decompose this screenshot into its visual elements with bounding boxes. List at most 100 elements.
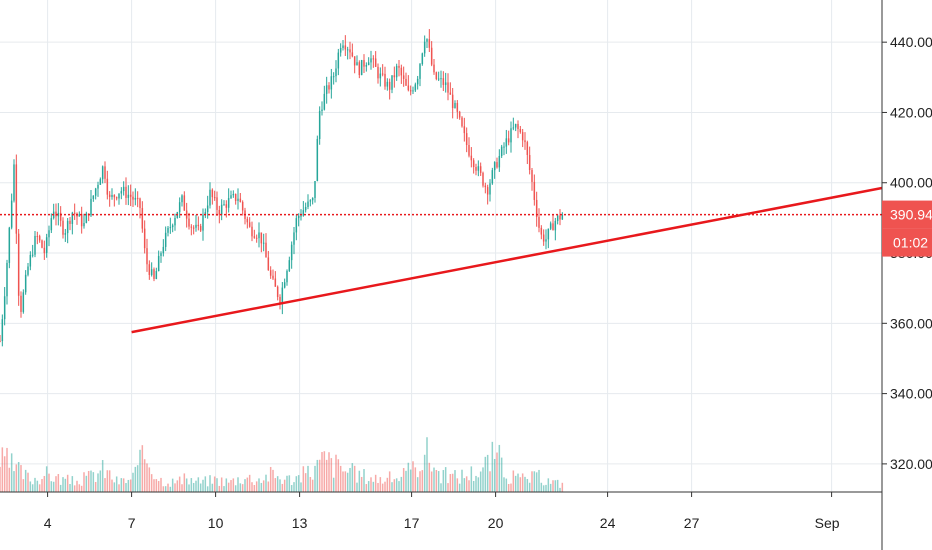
candle-body: [232, 193, 235, 196]
volume-bar: [178, 476, 181, 492]
volume-bar: [267, 481, 270, 492]
volume-bar: [444, 467, 447, 492]
candle-body: [458, 111, 461, 118]
candle-body: [332, 76, 335, 78]
candle-body: [125, 186, 127, 198]
candle-body: [283, 282, 286, 288]
volume-bar: [552, 480, 554, 492]
time-axis[interactable]: 4 7 10 13 17 20 24 27 Sep: [44, 492, 840, 531]
candle-body: [475, 167, 477, 171]
volume-bar: [524, 476, 526, 492]
candle-body: [183, 195, 186, 211]
volume-bar: [300, 482, 302, 492]
volume-bar: [556, 479, 559, 492]
candle-body: [115, 197, 118, 199]
volume-bar: [402, 468, 405, 492]
trendline[interactable]: [131, 186, 883, 334]
volume-bar: [419, 471, 421, 492]
candle-body: [38, 236, 41, 241]
candle-body: [447, 82, 449, 93]
volume-bar: [433, 467, 435, 492]
candle-body: [97, 184, 99, 189]
candle-body: [360, 60, 363, 76]
candle-body: [507, 138, 510, 143]
volume-bar: [533, 471, 536, 492]
candle-body: [211, 189, 214, 198]
candle-body: [484, 185, 487, 188]
candle-body: [344, 45, 347, 50]
volume-bar: [71, 476, 74, 492]
candle-body: [281, 287, 284, 305]
candle-body: [430, 47, 433, 65]
candle-body: [239, 198, 242, 202]
candle-body: [197, 224, 200, 227]
candle-body: [162, 246, 165, 254]
volume-bar: [386, 477, 389, 492]
candle-body: [113, 195, 116, 198]
volume-bar: [48, 473, 50, 492]
volume-bar: [227, 482, 230, 492]
volume-bar: [465, 476, 468, 492]
volume-bar: [510, 483, 512, 492]
volume-bar: [139, 449, 141, 492]
volume-bar: [519, 477, 522, 492]
volume-bar: [482, 467, 484, 492]
volume-bar: [388, 471, 391, 492]
candle-body: [316, 138, 319, 182]
candle-body: [337, 52, 340, 69]
candle-body: [157, 255, 160, 272]
candle-body: [136, 197, 139, 199]
volume-bar: [111, 479, 113, 492]
volume-bar: [13, 471, 15, 492]
candle-body: [461, 117, 463, 127]
volume-bar: [64, 478, 67, 492]
candle-body: [358, 62, 361, 76]
volume-bar: [169, 486, 172, 492]
candle-body: [500, 146, 503, 156]
volume-bar: [272, 469, 274, 492]
price-axis[interactable]: 320.00340.00360.00380.00400.00420.00440.…: [882, 34, 932, 472]
volume-bar: [470, 466, 473, 492]
candle-body: [335, 68, 337, 77]
volume-bar: [50, 481, 53, 492]
candle-body: [120, 191, 123, 194]
volume-bar: [374, 474, 377, 492]
candle-body: [428, 39, 431, 48]
candle-body: [153, 269, 155, 279]
candle-body: [48, 230, 50, 238]
candle-body: [127, 194, 130, 198]
candle-body: [554, 221, 557, 231]
volume-bar: [335, 454, 337, 492]
candle-body: [496, 162, 498, 168]
volume-bar: [344, 471, 347, 492]
volume-bar: [547, 478, 550, 492]
volume-bar: [549, 483, 552, 492]
volume-bar: [90, 470, 92, 492]
candle-body: [143, 228, 146, 249]
volume-bar: [162, 486, 165, 492]
candle-body: [561, 215, 564, 220]
candle-body: [132, 196, 134, 200]
candle-body: [206, 205, 209, 213]
candle-body: [169, 227, 172, 229]
candle-body: [353, 56, 356, 66]
candle-body: [526, 142, 529, 156]
volume-bar: [542, 485, 545, 492]
candle-body: [108, 194, 111, 197]
candle-body: [456, 102, 459, 112]
volume-bar: [127, 479, 130, 492]
candle-body: [255, 237, 258, 239]
volume-bar: [223, 486, 225, 492]
candle-body: [328, 85, 330, 90]
candle-body: [83, 222, 85, 227]
volume-bar: [409, 469, 412, 492]
volume-bar: [321, 452, 323, 492]
candle-body: [400, 67, 403, 76]
volume-bar: [475, 475, 477, 492]
candle-body: [185, 210, 188, 219]
volume-bar: [129, 479, 132, 492]
volume-bar: [358, 470, 361, 492]
volume-bar: [106, 470, 109, 492]
volume-bar: [141, 445, 144, 492]
